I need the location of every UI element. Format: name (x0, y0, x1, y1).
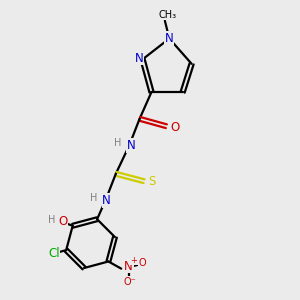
Text: H: H (114, 138, 122, 148)
Text: H: H (48, 215, 56, 226)
Text: N: N (102, 194, 111, 207)
Text: N: N (165, 32, 174, 45)
Text: CH₃: CH₃ (159, 10, 177, 20)
Text: Cl: Cl (48, 247, 60, 260)
Text: N: N (124, 260, 133, 273)
Text: O: O (170, 121, 179, 134)
Text: O: O (138, 258, 146, 268)
Text: N: N (135, 52, 143, 65)
Text: +: + (130, 256, 137, 265)
Text: O⁻: O⁻ (124, 277, 136, 287)
Text: O: O (58, 215, 68, 228)
Text: S: S (149, 175, 156, 188)
Text: N: N (127, 139, 135, 152)
Text: H: H (90, 193, 97, 203)
